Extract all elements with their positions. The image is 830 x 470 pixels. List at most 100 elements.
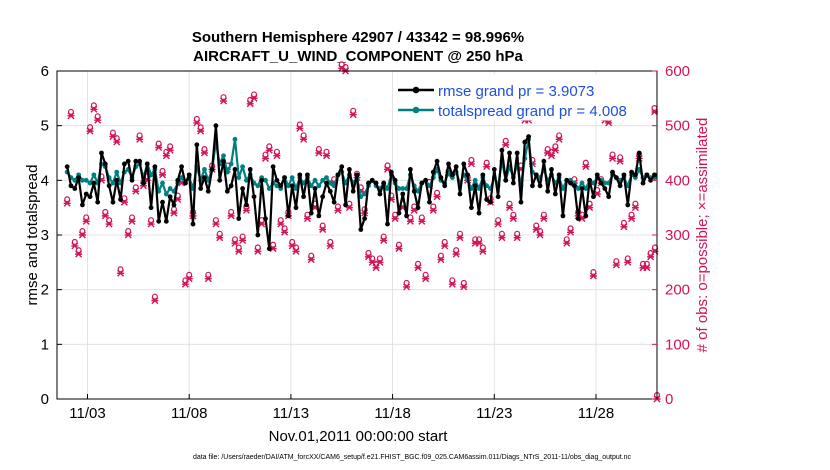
obs-assimilated-point [418,217,426,225]
obs-assimilated-point [513,234,521,242]
rmse-point [125,158,131,164]
obs-possible-point [281,225,288,232]
rmse-point [278,183,284,189]
obs-possible-point [90,102,97,109]
x-tick-label: 11/08 [171,405,207,422]
rmse-point [404,213,409,219]
obs-assimilated-point [204,275,212,283]
rmse-point [76,175,82,181]
obs-possible-point [643,260,650,267]
rmse-point [438,175,444,181]
rmse-point [442,183,448,189]
obs-possible-point [544,146,551,153]
rmse-point [224,188,230,194]
obs-assimilated-point [502,141,510,149]
obs-possible-point [415,260,422,267]
obs-assimilated-point [147,220,155,228]
rmse-point [495,194,501,200]
obs-possible-point [292,244,299,251]
spread-point [202,167,207,172]
spread-point [110,180,116,186]
y-tick-label-left: 3 [41,227,49,244]
obs-possible-point [254,244,261,251]
x-tick-label: 11/28 [578,405,614,422]
obs-assimilated-point [563,239,571,247]
obs-possible-point [266,143,273,150]
obs-possible-point [228,208,235,215]
obs-assimilated-point [624,258,632,266]
y-tick-label-right: 100 [665,336,690,353]
obs-possible-point [369,255,376,262]
rmse-point [350,188,356,194]
rmse-point [560,213,566,219]
spread-point [415,188,421,194]
rmse-point [610,169,615,175]
obs-assimilated-point [281,228,289,236]
y-tick-label-right: 0 [665,391,673,408]
rmse-point [312,186,318,191]
spread-point [400,186,406,191]
spread-point [320,177,326,183]
obs-assimilated-point [105,220,113,228]
spread-point [285,183,291,189]
obs-assimilated-point [372,264,380,272]
rmse-point [652,172,657,178]
obs-possible-point [533,222,540,229]
obs-possible-point [502,137,509,144]
obs-possible-point [453,247,460,254]
rmse-point [388,169,394,175]
obs-assimilated-point [609,154,617,162]
obs-assimilated-point [616,157,624,165]
spread-point [602,180,608,186]
obs-assimilated-point [124,231,132,239]
rmse-point [526,134,532,140]
spread-point [228,161,234,167]
legend-spread-marker [412,106,420,114]
obs-assimilated-point [456,234,464,242]
rmse-point [644,172,650,178]
rmse-point [308,210,314,216]
spread-point [579,180,585,186]
obs-possible-point [296,121,303,128]
rmse-point [339,164,345,170]
obs-assimilated-point [589,272,597,280]
obs-possible-point [350,107,357,114]
obs-assimilated-point [90,105,98,113]
obs-possible-point [289,238,296,245]
legend-box [393,74,652,121]
y-tick-label-left: 5 [41,118,49,135]
obs-possible-point [510,211,517,218]
obs-assimilated-point [254,247,262,255]
rmse-point [602,186,608,191]
rmse-point [640,180,646,186]
obs-possible-point [620,219,627,226]
rmse-point [461,161,467,167]
rmse-point [156,218,162,224]
obs-possible-point [430,203,437,210]
rmse-point [282,175,287,181]
rmse-point [518,199,524,205]
rmse-point [289,183,295,189]
obs-possible-point [434,189,441,196]
obs-possible-point [609,151,616,158]
y-tick-label-right: 600 [665,63,690,80]
rmse-point [247,167,253,172]
obs-assimilated-point [166,146,174,154]
obs-possible-point [624,255,631,262]
obs-possible-point [441,238,448,245]
obs-possible-point [125,228,132,235]
rmse-point [530,183,535,189]
obs-assimilated-point [132,187,140,195]
rmse-point [537,183,543,189]
rmse-point [228,183,234,189]
obs-possible-point [315,146,322,153]
rmse-point [369,177,375,183]
obs-possible-point [212,217,219,224]
rmse-point [324,180,329,186]
rmse-point [72,186,78,191]
rmse-point [106,183,112,189]
rmse-point [632,172,638,178]
rmse-point [606,194,612,200]
data-file-footer: data file: /Users/raeder/DAI/ATM_forcXX/… [193,454,632,461]
rmse-point [636,150,642,156]
